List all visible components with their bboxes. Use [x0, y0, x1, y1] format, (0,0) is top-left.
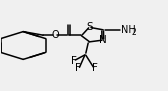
Text: N: N: [99, 35, 107, 45]
Text: F: F: [92, 63, 98, 73]
Text: F: F: [75, 63, 81, 73]
Text: F: F: [71, 56, 77, 66]
Text: O: O: [51, 30, 59, 40]
Text: 2: 2: [132, 28, 136, 37]
Text: S: S: [87, 22, 93, 32]
Text: NH: NH: [121, 25, 135, 35]
